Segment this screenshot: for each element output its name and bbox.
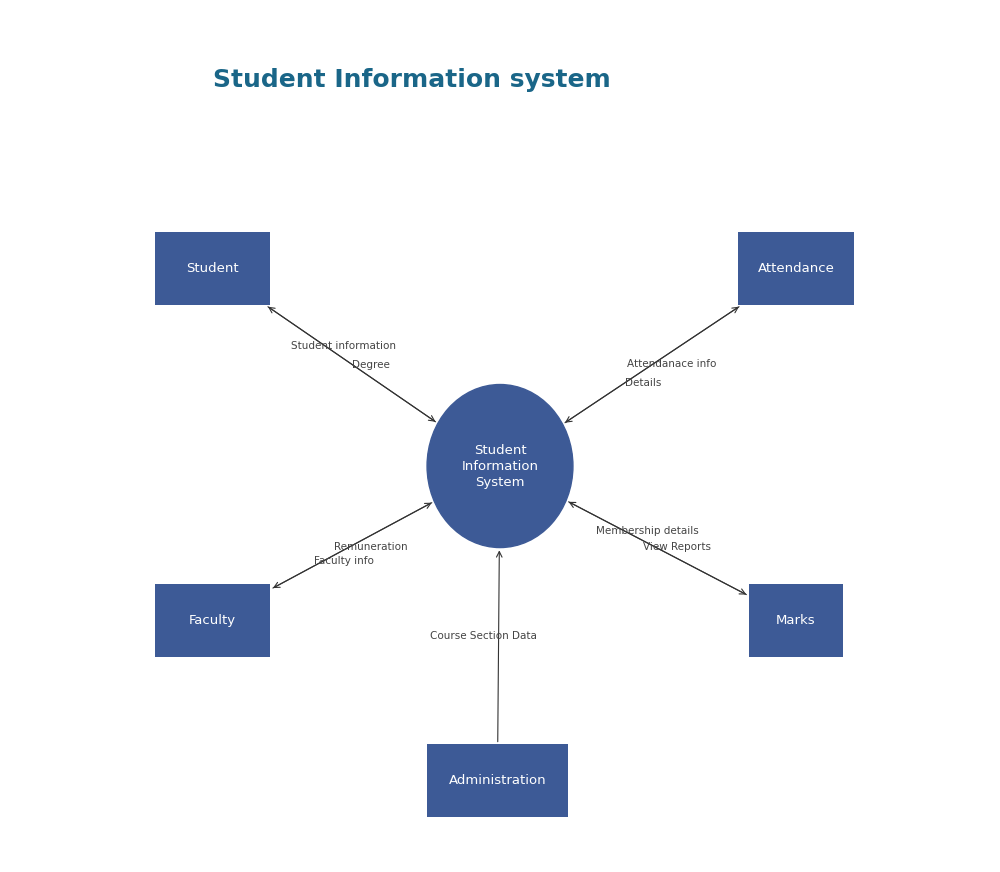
Text: Student
Information
System: Student Information System [462, 444, 538, 488]
Text: Administration: Administration [449, 774, 546, 787]
Text: Remuneration: Remuneration [334, 542, 407, 552]
FancyBboxPatch shape [749, 584, 843, 657]
FancyBboxPatch shape [155, 584, 270, 657]
Text: Degree: Degree [352, 360, 390, 371]
Text: View Reports: View Reports [643, 542, 711, 552]
Text: Student: Student [186, 262, 239, 276]
Text: Attendance: Attendance [758, 262, 834, 276]
Ellipse shape [427, 385, 573, 548]
FancyBboxPatch shape [427, 745, 568, 817]
Text: Faculty: Faculty [189, 614, 236, 627]
Text: Attendanace info: Attendanace info [627, 358, 717, 369]
Text: Details: Details [625, 378, 662, 388]
FancyBboxPatch shape [738, 232, 854, 305]
Text: Student information: Student information [291, 341, 396, 351]
Text: Student Information system: Student Information system [213, 68, 610, 92]
FancyBboxPatch shape [155, 232, 270, 305]
Text: Marks: Marks [776, 614, 816, 627]
Text: Course Section Data: Course Section Data [430, 631, 537, 641]
Text: Membership details: Membership details [596, 527, 699, 536]
Text: Faculty info: Faculty info [314, 556, 374, 567]
